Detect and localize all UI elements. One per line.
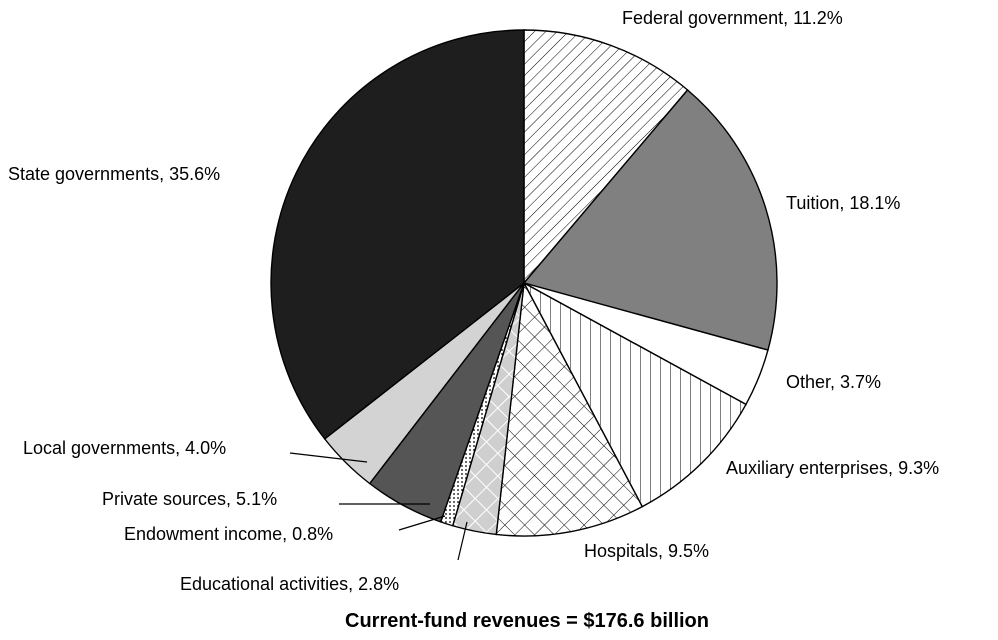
pie-slice-federal-government [523, 29, 689, 285]
leader-line-local-governments [289, 452, 368, 463]
pie-slice-hospitals [495, 280, 644, 537]
leader-line-educational-activities [457, 521, 468, 561]
pie-slice-state-governments [270, 29, 525, 440]
pie-slice-auxiliary-enterprises [522, 281, 747, 508]
leader-lines [289, 452, 468, 561]
pie-slices [270, 29, 778, 537]
slice-label-federal-government: Federal government, 11.2% [622, 8, 843, 28]
slice-label-auxiliary-enterprises: Auxiliary enterprises, 9.3% [726, 458, 939, 478]
pie-slice-tuition [522, 89, 778, 351]
slice-label-state-governments: State governments, 35.6% [8, 164, 220, 184]
slice-label-tuition: Tuition, 18.1% [786, 193, 900, 213]
slice-label-hospitals: Hospitals, 9.5% [584, 541, 709, 561]
slice-label-other: Other, 3.7% [786, 372, 881, 392]
slice-label-private-sources: Private sources, 5.1% [102, 489, 277, 509]
slice-labels: Federal government, 11.2% Tuition, 18.1%… [8, 8, 939, 594]
slice-label-local-governments: Local governments, 4.0% [23, 438, 226, 458]
chart-caption: Current-fund revenues = $176.6 billion [345, 610, 709, 632]
slice-label-educational-activities: Educational activities, 2.8% [180, 574, 399, 594]
leader-line-endowment-income [398, 515, 446, 531]
slice-label-endowment-income: Endowment income, 0.8% [124, 524, 333, 544]
